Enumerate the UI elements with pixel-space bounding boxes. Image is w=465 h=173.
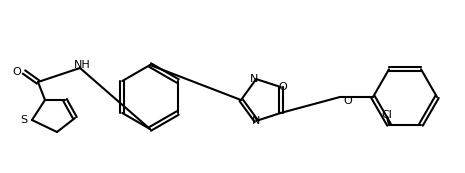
Text: O: O xyxy=(13,67,21,77)
Text: N: N xyxy=(252,116,260,126)
Text: O: O xyxy=(279,82,287,92)
Text: S: S xyxy=(20,115,27,125)
Text: N: N xyxy=(250,74,259,84)
Text: Cl: Cl xyxy=(382,110,392,120)
Text: NH: NH xyxy=(73,60,90,70)
Text: O: O xyxy=(344,96,352,106)
